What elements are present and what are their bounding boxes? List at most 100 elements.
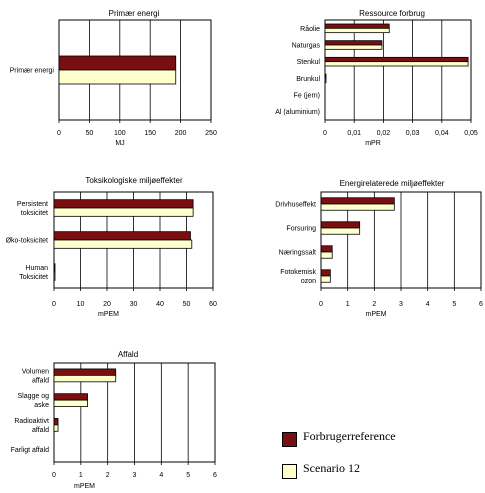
x-tick-label: 200: [175, 130, 187, 137]
category-label: Persistent toksicitet: [17, 201, 48, 217]
x-tick-label: 0,03: [406, 130, 420, 137]
x-tick-label: 3: [399, 301, 403, 308]
x-axis-label: mPEM: [366, 311, 387, 318]
legend-label-scenario: Scenario 12: [303, 461, 360, 475]
category-label: Human Toksicitet: [19, 265, 48, 281]
chart-affald: 0 1 2 3 4 5 6 Affald mPEM Volumen affald Slagge og a…: [11, 350, 217, 490]
bar-scenario: [53, 399, 88, 407]
category-label: Brunkul: [296, 76, 320, 83]
x-tick-label: 4: [426, 301, 430, 308]
x-axis-label: mPR: [365, 140, 381, 147]
category-label-line: Naturgas: [292, 43, 321, 50]
chart-primaer: 0 50 100 150 200 250 Primær energi MJ Primær ene…: [10, 9, 217, 147]
bar-scenario: [324, 44, 383, 50]
category-label-line: Fe (jern): [294, 93, 320, 100]
x-tick-label: 2: [372, 301, 376, 308]
plot-frame: [324, 19, 472, 121]
bar-scenario: [53, 424, 59, 432]
bar-scenario: [320, 203, 395, 211]
category-label-line: Toksicitet: [19, 274, 48, 281]
category-label-line: Farligt affald: [11, 447, 49, 454]
category-label: Naturgas: [292, 43, 321, 50]
bar-reference: [320, 221, 361, 229]
x-tick-label: 0,01: [347, 130, 361, 137]
bar-scenario: [324, 77, 327, 84]
chart-title: Ressource forbrug: [359, 9, 425, 18]
category-label-line: Stenkul: [297, 59, 321, 66]
chart-title: Primær energi: [109, 9, 160, 18]
bar-reference: [53, 393, 88, 401]
category-label-line: affald: [32, 377, 49, 384]
category-label-line: Drivhuseffekt: [275, 202, 316, 209]
bar-scenario: [58, 69, 177, 85]
x-tick-label: 0: [319, 301, 323, 308]
x-tick-label: 5: [186, 472, 190, 479]
x-tick-label: 250: [205, 130, 217, 137]
bar-reference: [320, 197, 395, 205]
bar-reference: [58, 55, 177, 71]
category-label: Farligt affald: [11, 447, 49, 454]
bar-reference: [53, 199, 194, 209]
bar-scenario: [53, 374, 117, 383]
bar-scenario: [53, 207, 194, 217]
category-label: Radioaktivt affald: [14, 418, 49, 434]
chart-energi: 0 1 2 3 4 5 6 Energirelaterede miljøeffekter mPE…: [275, 179, 483, 318]
category-label: Fotokemisk ozon: [280, 269, 316, 285]
x-tick-label: 150: [144, 130, 156, 137]
category-label-line: Forsuring: [286, 226, 316, 233]
bar-scenario: [320, 251, 333, 259]
x-tick-label: 10: [77, 301, 85, 308]
category-label: Fe (jern): [294, 93, 320, 100]
bar-scenario: [320, 275, 331, 283]
x-axis-label: mPEM: [74, 483, 95, 490]
x-tick-label: 1: [79, 472, 83, 479]
x-tick-label: 60: [209, 301, 217, 308]
category-label: Al (aluminium): [275, 109, 320, 116]
x-tick-label: 50: [183, 301, 191, 308]
category-label: Drivhuseffekt: [275, 202, 316, 209]
chart-ressource: 0 0,01 0,02 0,03 0,04 0,05 Ressource forbrug mP…: [275, 9, 478, 147]
category-label-line: affald: [32, 427, 49, 434]
bar-reference: [53, 368, 117, 376]
category-label-line: aske: [34, 402, 49, 409]
x-tick-label: 0: [57, 130, 61, 137]
legend-swatch-scenario: [282, 464, 297, 479]
bar-reference: [324, 23, 390, 29]
category-label-line: Al (aluminium): [275, 109, 320, 116]
category-label-line: Slagge og: [17, 393, 49, 400]
bar-reference: [53, 263, 56, 273]
x-tick-label: 6: [213, 472, 217, 479]
x-tick-label: 4: [159, 472, 163, 479]
x-tick-label: 0: [52, 472, 56, 479]
chart-toksiko: 0 10 20 30 40 50 60 Toksikologiske miljøeffekte…: [6, 176, 217, 318]
x-tick-label: 100: [114, 130, 126, 137]
category-label-line: Radioaktivt: [14, 418, 49, 425]
bar-scenario: [53, 271, 56, 281]
category-label: Stenkul: [297, 59, 321, 66]
category-label: Forsuring: [286, 226, 316, 233]
bar-reference: [53, 418, 59, 426]
category-label: Øko-toksicitet: [6, 238, 48, 245]
bar-scenario: [320, 227, 361, 235]
bar-reference: [324, 73, 327, 79]
x-tick-label: 2: [106, 472, 110, 479]
category-label-line: Brunkul: [296, 76, 320, 83]
bar-reference: [324, 56, 469, 63]
category-label: Slagge og aske: [17, 393, 49, 409]
category-label: Råolie: [300, 25, 320, 33]
category-label: Volumen affald: [22, 368, 49, 384]
chart-title: Toksikologiske miljøeffekter: [85, 176, 183, 185]
x-tick-label: 0,02: [377, 130, 391, 137]
chart-title: Energirelaterede miljøeffekter: [340, 179, 445, 188]
bar-scenario: [324, 61, 469, 67]
x-tick-label: 30: [130, 301, 138, 308]
bar-scenario: [324, 27, 390, 34]
bar-reference: [53, 231, 191, 241]
category-label-line: Persistent: [17, 201, 48, 208]
category-label-line: Primær energi: [10, 68, 55, 75]
x-tick-label: 0,05: [464, 130, 478, 137]
x-axis-label: MJ: [115, 140, 124, 147]
category-label: Primær energi: [10, 68, 55, 75]
x-tick-label: 1: [346, 301, 350, 308]
x-tick-label: 6: [479, 301, 483, 308]
